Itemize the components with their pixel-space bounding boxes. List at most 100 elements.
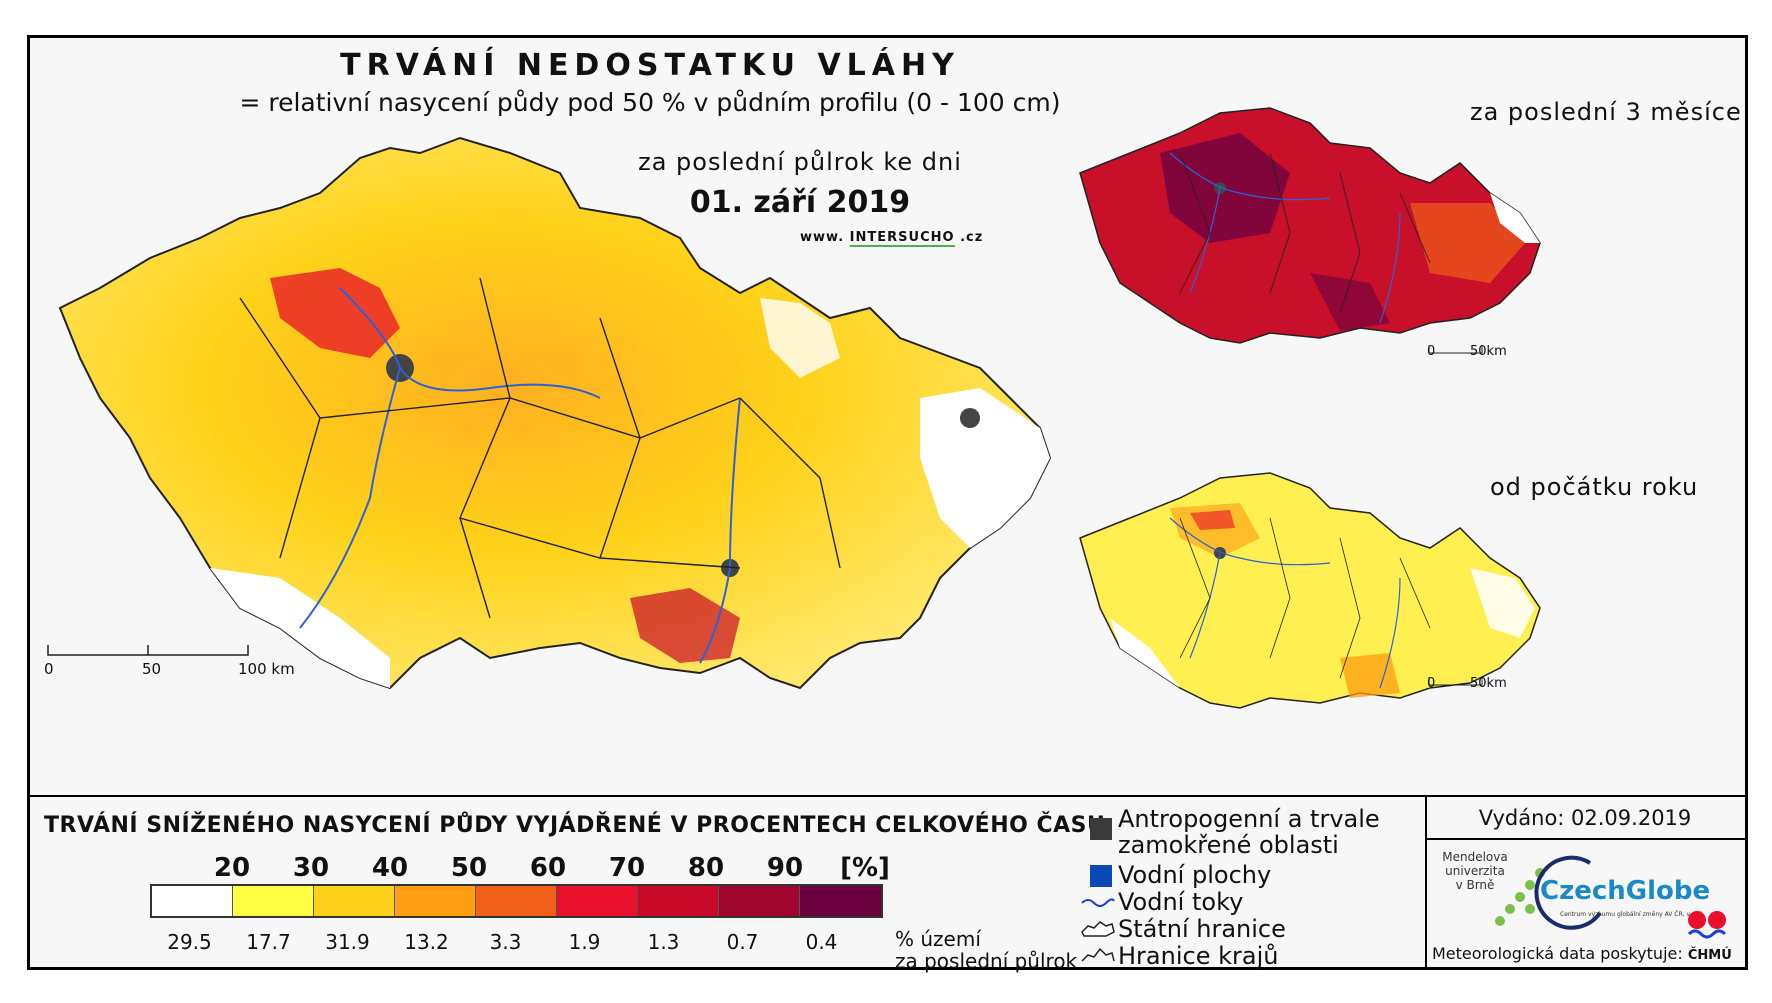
inset-ytd-scale-50: 50km	[1470, 676, 1507, 691]
map-frame: TRVÁNÍ NEDOSTATKU VLÁHY = relativní nasy…	[27, 35, 1748, 972]
main-map-river-elbe	[339, 287, 601, 399]
inset-ytd-scale-bar	[1428, 677, 1483, 686]
legend-unit: [%]	[840, 853, 890, 883]
legend-color-box	[476, 886, 557, 916]
period-date: 01. září 2019	[689, 185, 911, 220]
inset-3months-white-east	[1490, 193, 1540, 243]
legend-percentage: 17.7	[246, 930, 291, 954]
mendel-line3: v Brně	[1455, 878, 1495, 892]
inset-3months-regions	[1179, 152, 1431, 314]
legend-anthropogenic-line1: Antropogenní a trvale	[1118, 805, 1380, 833]
legend-color-box	[557, 886, 638, 916]
legend-percent-label: % území za poslední půlrok	[895, 928, 1077, 972]
website-inter: INTER	[849, 230, 899, 245]
legend-threshold: 90	[766, 853, 804, 883]
legend-percentage: 13.2	[404, 930, 449, 954]
website-sucho: SUCHO	[898, 230, 955, 245]
website-brand: INTERSUCHO	[849, 230, 955, 247]
main-map-white-east	[920, 388, 1050, 548]
legend-color-box	[314, 886, 395, 916]
legend-percent-label-line1: % území	[895, 927, 981, 951]
legend-threshold: 60	[529, 853, 567, 883]
legend-color-box	[152, 886, 233, 916]
main-scale-0: 0	[44, 660, 54, 678]
inset-ytd-rivers	[1169, 517, 1401, 689]
legend-region-border: Hranice krajů	[1118, 942, 1279, 970]
main-map-river-morava	[699, 397, 741, 664]
czechglobe-swoosh-icon	[1534, 855, 1602, 930]
legend-color-boxes	[152, 886, 881, 916]
legend-threshold: 70	[608, 853, 646, 883]
legend-threshold: 30	[292, 853, 330, 883]
inset-3months-rivers	[1169, 152, 1401, 324]
legend-percentage: 29.5	[167, 930, 212, 954]
main-map-hotspot-north	[270, 268, 400, 358]
inset-ytd-white-east	[1470, 568, 1535, 638]
website-suffix: .cz	[960, 230, 984, 245]
legend-percent-label-line2: za poslední půlrok	[895, 949, 1078, 973]
legend-color-box	[638, 886, 719, 916]
mendel-university-logo: Mendelova univerzita v Brně	[1425, 850, 1525, 892]
legend-percentage: 3.3	[489, 930, 522, 954]
legend-color-box	[395, 886, 476, 916]
mendel-line2: univerzita	[1445, 864, 1505, 878]
state-border-icon	[1081, 921, 1115, 937]
inset-ytd-map	[1079, 472, 1541, 709]
main-map-region-borders	[239, 277, 841, 619]
chmu-logo-icon	[1687, 911, 1727, 939]
anthropogenic-swatch	[1090, 818, 1112, 840]
inset-ytd-country-fill	[1079, 472, 1541, 709]
inset-ytd-regions	[1179, 517, 1431, 679]
intersucho-link[interactable]: www. INTERSUCHO .cz	[800, 230, 983, 247]
legend-divider	[30, 795, 1745, 797]
legend-color-box	[233, 886, 314, 916]
legend-state-border: Státní hranice	[1118, 915, 1286, 943]
mendel-line1: Mendelova	[1442, 850, 1508, 864]
czechglobe-subtitle: Centrum výzkumu globální změny AV ČR, v.…	[1560, 911, 1704, 918]
legend-threshold: 40	[371, 853, 409, 883]
inset-ytd-scale-0: 0	[1427, 676, 1436, 691]
legend-percentage: 1.9	[568, 930, 601, 954]
meteo-credit-text: Meteorologická data poskytuje:	[1432, 944, 1683, 963]
legend-threshold: 20	[213, 853, 251, 883]
legend-threshold: 50	[450, 853, 488, 883]
region-border-icon	[1081, 947, 1115, 962]
credits-divider-vertical	[1425, 795, 1427, 967]
main-map-hotspot-south	[630, 588, 740, 663]
inset-ytd-white-southwest	[1110, 618, 1180, 688]
chmu-text: ČHMÚ	[1687, 948, 1732, 963]
meteo-credit: Meteorologická data poskytuje: ČHMÚ	[1432, 944, 1732, 963]
legend-percentage: 1.3	[647, 930, 680, 954]
map-title: TRVÁNÍ NEDOSTATKU VLÁHY	[340, 48, 960, 83]
main-map	[58, 136, 1052, 690]
credits-divider-horizontal	[1425, 838, 1745, 840]
mendel-dots-icon	[1495, 868, 1545, 926]
inset-3months-scale-0: 0	[1427, 344, 1436, 359]
main-map-ostrava	[960, 408, 980, 428]
legend-color-bar	[150, 884, 883, 918]
main-map-country-fill	[58, 136, 1052, 690]
water-courses-icon	[1081, 898, 1115, 907]
inset-ytd-red-north	[1190, 510, 1235, 530]
legend-percentage: 31.9	[325, 930, 370, 954]
legend-percentage: 0.4	[805, 930, 838, 954]
website-prefix: www.	[800, 230, 845, 245]
legend-color-box	[719, 886, 800, 916]
issued-date: Vydáno: 02.09.2019	[1478, 806, 1692, 830]
main-scale-50: 50	[142, 660, 162, 678]
main-map-white-north	[760, 298, 840, 378]
inset-ytd-orange-south	[1340, 653, 1400, 698]
legend-anthropogenic: Antropogenní a trvale zamokřené oblasti	[1118, 806, 1380, 858]
main-map-river-vltava	[299, 367, 401, 629]
inset-ytd-title: od počátku roku	[1490, 473, 1699, 501]
legend-color-box	[800, 886, 881, 916]
period-label: za poslední půlrok ke dni	[638, 148, 962, 176]
legend-title: TRVÁNÍ SNÍŽENÉHO NASYCENÍ PŮDY VYJÁDŘENÉ…	[44, 813, 1106, 838]
inset-3months-title: za poslední 3 měsíce	[1470, 98, 1742, 126]
legend-percentage: 0.7	[726, 930, 759, 954]
map-subtitle: = relativní nasycení půdy pod 50 % v půd…	[239, 88, 1061, 117]
legend-anthropogenic-line2: zamokřené oblasti	[1118, 831, 1339, 859]
main-scale-bar	[47, 645, 249, 656]
inset-3months-map	[1079, 107, 1541, 344]
legend-water-bodies: Vodní plochy	[1118, 861, 1272, 889]
